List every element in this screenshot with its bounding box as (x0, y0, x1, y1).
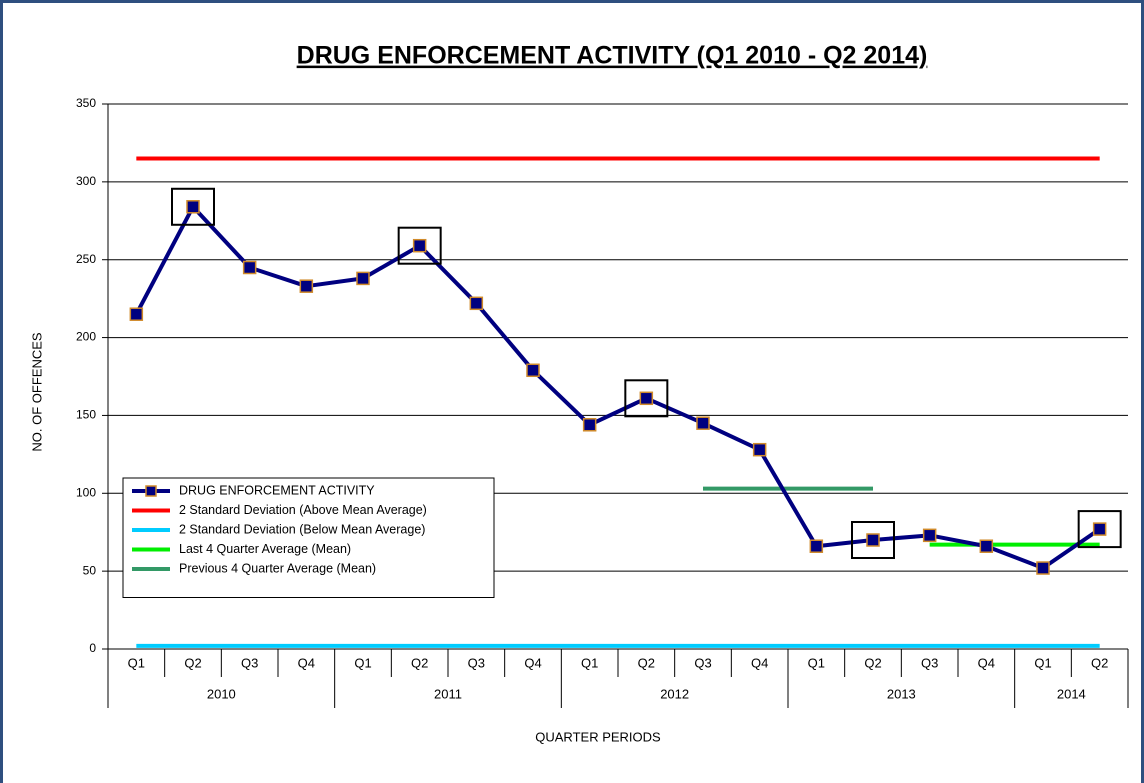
marker (752, 442, 767, 457)
marker (412, 238, 427, 253)
highlight-box (397, 226, 442, 265)
x-tick-label: Q3 (694, 655, 711, 670)
x-tick-label: Q1 (581, 655, 598, 670)
x-group-label: 2014 (1057, 686, 1086, 701)
marker (299, 279, 314, 293)
legend-label: 2 Standard Deviation (Above Mean Average… (179, 503, 427, 517)
x-tick-label: Q4 (298, 655, 315, 670)
marker (582, 418, 597, 432)
highlight-box (1077, 510, 1122, 549)
y-tick-label: 200 (76, 330, 96, 344)
x-tick-label: Q3 (921, 655, 938, 670)
x-group-label: 2011 (434, 686, 462, 701)
x-tick-label: Q2 (864, 655, 881, 670)
marker (1036, 561, 1050, 575)
marker (1092, 522, 1107, 536)
y-tick-label: 250 (76, 252, 96, 266)
x-tick-label: Q4 (524, 655, 541, 670)
y-axis-label: NO. OF OFFENCES (29, 332, 44, 452)
highlight-box (171, 187, 215, 226)
highlight-box (851, 521, 895, 559)
highlight-box (624, 379, 669, 418)
legend-label: 2 Standard Deviation (Below Mean Average… (179, 522, 425, 536)
x-axis-label: QUARTER PERIODS (535, 729, 661, 744)
series-line (134, 204, 1101, 571)
marker (242, 260, 257, 275)
legend-box (122, 477, 495, 598)
legend-label: Previous 4 Quarter Average (Mean) (179, 561, 376, 575)
x-group-label: 2010 (207, 686, 236, 701)
y-tick-label: 350 (76, 96, 96, 110)
x-group-label: 2012 (660, 686, 689, 701)
marker (696, 416, 710, 430)
x-tick-label: Q2 (1091, 655, 1108, 670)
marker (866, 533, 880, 547)
chart-title: DRUG ENFORCEMENT ACTIVITY (Q1 2010 - Q2 … (297, 42, 928, 70)
x-tick-label: Q1 (1034, 655, 1051, 670)
marker (922, 528, 937, 543)
x-tick-label: Q2 (638, 655, 655, 670)
legend-label: Last 4 Quarter Average (Mean) (179, 542, 351, 556)
x-tick-label: Q3 (241, 655, 258, 670)
y-tick-label: 150 (76, 408, 96, 422)
y-tick-label: 100 (76, 485, 96, 499)
x-tick-label: Q3 (468, 655, 485, 670)
x-tick-label: Q4 (978, 655, 995, 670)
y-tick-label: 300 (76, 174, 96, 188)
y-tick-label: 50 (83, 563, 97, 577)
marker (186, 200, 200, 214)
x-group-label: 2013 (887, 686, 916, 701)
x-tick-label: Q4 (751, 655, 768, 670)
marker (356, 271, 370, 286)
x-tick-label: Q2 (184, 655, 201, 670)
x-tick-label: Q2 (411, 655, 428, 670)
legend-marker (145, 485, 157, 497)
marker (526, 363, 540, 378)
x-tick-label: Q1 (354, 655, 371, 670)
marker (469, 296, 484, 311)
x-tick-label: Q1 (808, 655, 825, 670)
marker (979, 539, 994, 553)
marker (639, 391, 654, 406)
marker (809, 539, 824, 553)
legend-label: DRUG ENFORCEMENT ACTIVITY (179, 483, 375, 497)
y-tick-label: 0 (89, 641, 96, 655)
x-tick-label: Q1 (128, 655, 145, 670)
marker (129, 307, 144, 321)
